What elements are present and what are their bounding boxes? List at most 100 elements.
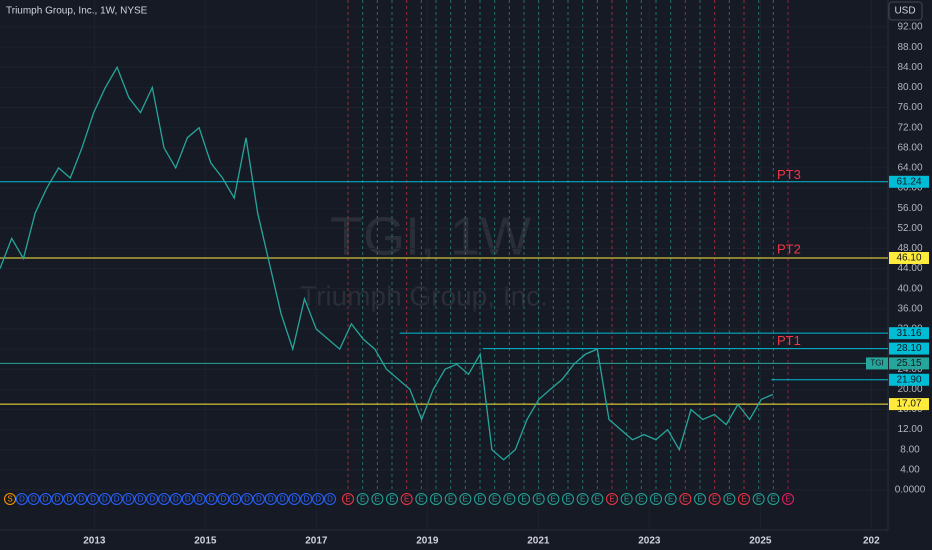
y-tick-label: 36.00 — [897, 303, 922, 314]
event-label: E — [419, 495, 424, 504]
event-marker — [767, 493, 780, 505]
event-marker — [241, 493, 254, 505]
price-label-box — [889, 327, 929, 340]
event-label: E — [668, 495, 673, 504]
event-label: E — [492, 495, 497, 504]
event-marker — [264, 493, 277, 505]
y-tick-label: 40.00 — [897, 283, 922, 294]
event-marker — [371, 493, 384, 505]
event-label: E — [712, 495, 717, 504]
annotation: PT3 — [777, 167, 801, 182]
event-marker — [430, 493, 442, 505]
event-label: E — [609, 495, 614, 504]
event-label: D — [90, 495, 96, 504]
event-label: E — [389, 495, 394, 504]
event-label: E — [448, 495, 453, 504]
event-marker — [4, 493, 16, 505]
y-tick-label: 68.00 — [897, 142, 922, 153]
price-label: 21.90 — [896, 374, 921, 385]
event-marker — [518, 493, 530, 505]
event-label: E — [404, 495, 409, 504]
event-marker — [276, 493, 289, 505]
event-label: E — [639, 495, 644, 504]
event-label: E — [624, 495, 629, 504]
watermark: TGI, 1W — [330, 206, 531, 266]
price-label: 25.15 — [896, 358, 921, 369]
event-label: D — [303, 495, 309, 504]
event-marker — [459, 493, 472, 505]
event-marker — [532, 493, 545, 505]
event-marker — [134, 493, 147, 505]
event-label: D — [256, 495, 262, 504]
event-marker — [444, 493, 457, 505]
event-label: E — [565, 495, 570, 504]
y-tick-label: 60.00 — [897, 183, 922, 194]
currency[interactable]: USD — [894, 6, 915, 17]
price-label: 46.10 — [896, 253, 921, 264]
event-marker — [51, 493, 64, 505]
event-label: E — [433, 495, 438, 504]
event-marker — [503, 493, 516, 505]
x-tick-label: 2013 — [83, 536, 106, 547]
event-label: E — [477, 495, 482, 504]
y-tick-label: 80.00 — [897, 82, 922, 93]
event-marker — [312, 493, 325, 505]
price-label-box — [889, 398, 929, 411]
event-marker — [110, 493, 123, 505]
x-tick-label: 2021 — [527, 536, 550, 547]
event-marker — [679, 493, 692, 505]
y-tick-label: 84.00 — [897, 62, 922, 73]
event-marker — [39, 493, 52, 505]
currency-box[interactable] — [888, 1, 923, 21]
x-tick-label: 2023 — [638, 536, 661, 547]
event-label: D — [126, 495, 132, 504]
event-marker — [694, 493, 706, 505]
price-label-box — [889, 251, 929, 264]
event-label: E — [345, 495, 350, 504]
event-label: S — [7, 495, 12, 504]
event-label: E — [536, 495, 541, 504]
event-label: D — [43, 495, 49, 504]
event-label: D — [137, 495, 143, 504]
y-tick-label: 92.00 — [897, 22, 922, 33]
event-marker — [98, 493, 111, 505]
event-marker — [591, 493, 604, 505]
y-tick-label: 12.00 — [897, 424, 922, 435]
event-marker — [27, 493, 40, 505]
price-series — [0, 65, 774, 461]
y-tick-label: 76.00 — [897, 102, 922, 113]
event-marker — [217, 493, 230, 505]
event-marker — [252, 493, 265, 505]
event-marker — [635, 493, 648, 505]
event-marker — [738, 493, 750, 505]
event-marker — [415, 493, 428, 505]
price-label-box — [889, 175, 929, 188]
y-tick-label: 64.00 — [897, 163, 922, 174]
event-label: D — [220, 495, 226, 504]
event-marker — [386, 493, 398, 505]
event-label: D — [114, 495, 120, 504]
event-label: D — [292, 495, 298, 504]
price-label-box — [889, 373, 929, 386]
event-label: E — [771, 495, 776, 504]
ticker-tag: TGI — [870, 359, 883, 368]
event-marker — [708, 493, 721, 505]
price-label: 17.07 — [896, 399, 921, 410]
event-marker — [181, 493, 194, 505]
event-marker — [400, 493, 413, 505]
price-label-box — [889, 357, 929, 370]
event-marker — [169, 493, 182, 505]
ticker-tag-box — [866, 357, 888, 370]
event-label: E — [521, 495, 526, 504]
event-marker — [15, 493, 28, 505]
annotation: PT2 — [777, 241, 801, 256]
event-label: D — [327, 495, 333, 504]
event-label: D — [280, 495, 286, 504]
y-tick-label: 44.00 — [897, 263, 922, 274]
y-tick-label: 88.00 — [897, 42, 922, 53]
event-marker — [547, 493, 560, 505]
price-label: 31.16 — [896, 328, 921, 339]
event-label: E — [463, 495, 468, 504]
